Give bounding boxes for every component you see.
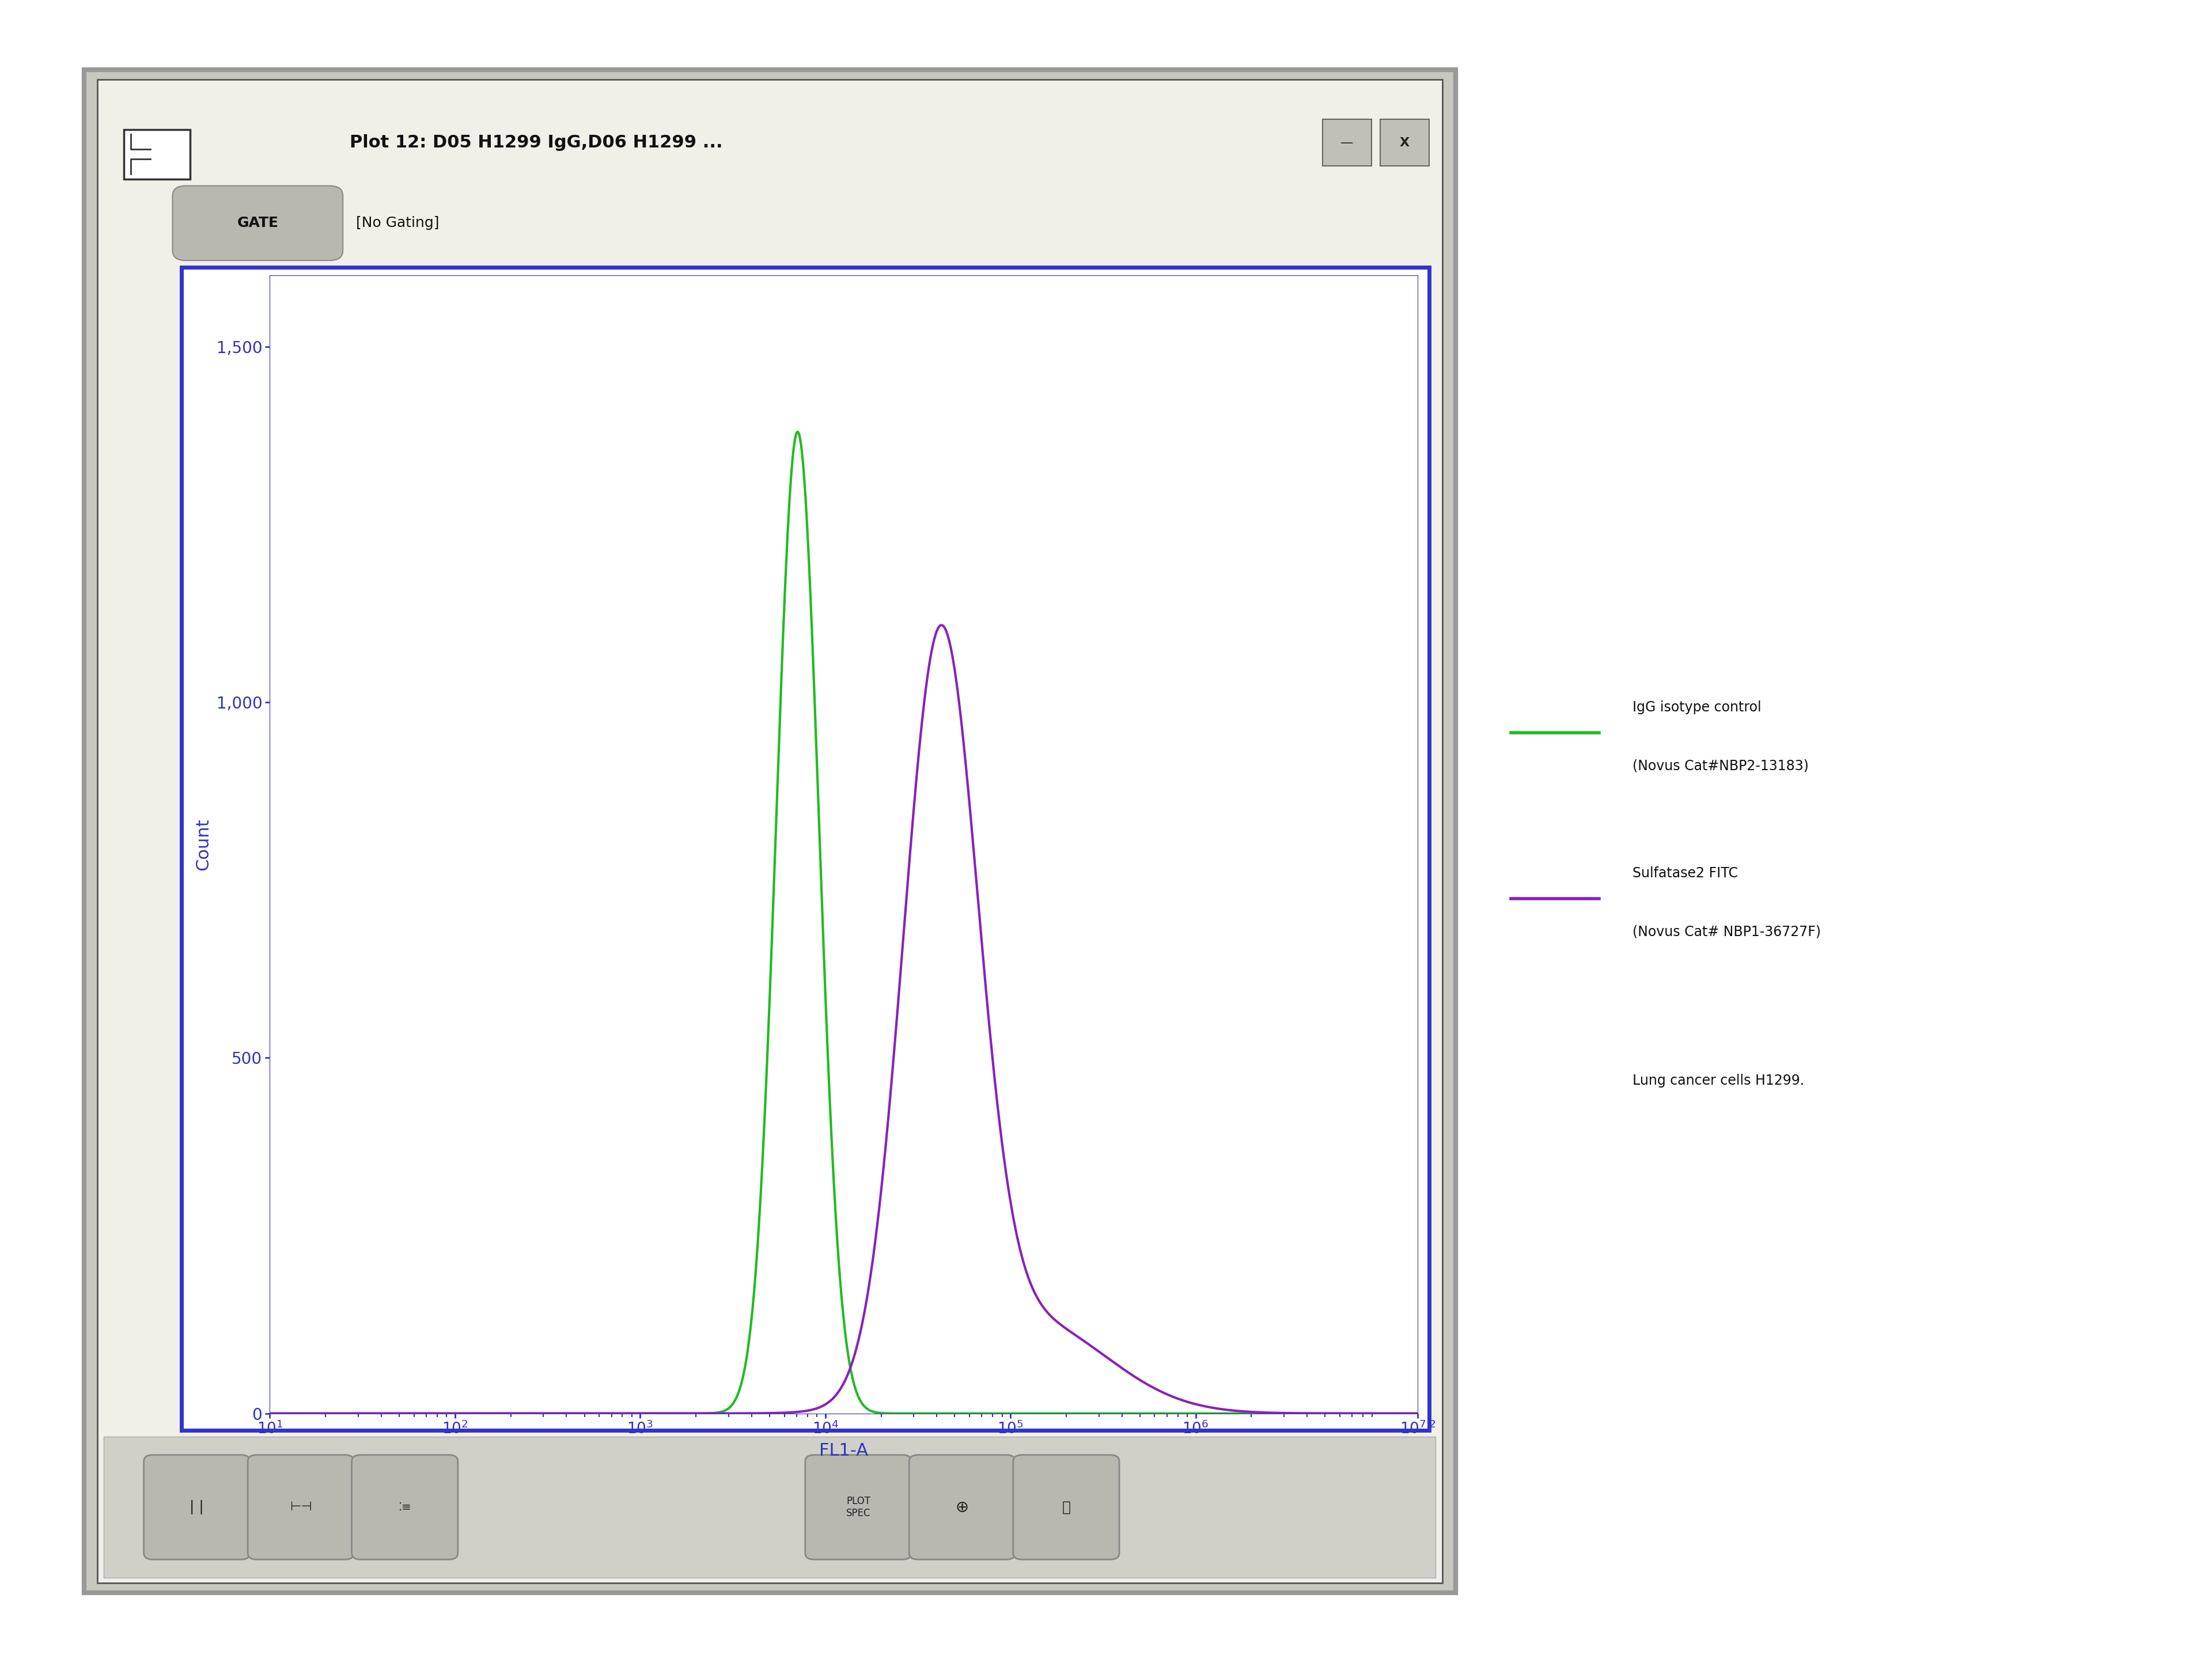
FancyBboxPatch shape xyxy=(144,1455,250,1559)
Text: Plot 12: D05 H1299 IgG,D06 H1299 ...: Plot 12: D05 H1299 IgG,D06 H1299 ... xyxy=(349,134,723,151)
Text: X: X xyxy=(1400,138,1409,148)
Bar xyxy=(84,70,1455,1593)
Text: ⊢⊣: ⊢⊣ xyxy=(290,1501,312,1513)
FancyBboxPatch shape xyxy=(909,1455,1015,1559)
Text: ⁚≡: ⁚≡ xyxy=(398,1501,411,1513)
FancyBboxPatch shape xyxy=(248,1455,354,1559)
Text: Sulfatase2 FITC: Sulfatase2 FITC xyxy=(1632,866,1739,881)
Text: ⊕: ⊕ xyxy=(956,1500,969,1515)
Bar xyxy=(1380,119,1429,166)
X-axis label: FL1-A: FL1-A xyxy=(818,1442,869,1458)
Text: —: — xyxy=(1340,138,1354,148)
FancyBboxPatch shape xyxy=(1013,1455,1119,1559)
Text: (Novus Cat# NBP1-36727F): (Novus Cat# NBP1-36727F) xyxy=(1632,924,1820,939)
Text: GATE: GATE xyxy=(237,216,279,231)
Bar xyxy=(104,1437,1436,1578)
FancyBboxPatch shape xyxy=(352,1455,458,1559)
Text: Lung cancer cells H1299.: Lung cancer cells H1299. xyxy=(1632,1073,1805,1088)
Text: ⛶: ⛶ xyxy=(1062,1500,1071,1515)
FancyBboxPatch shape xyxy=(173,186,343,260)
Bar xyxy=(181,267,1429,1430)
Bar xyxy=(124,129,190,179)
FancyBboxPatch shape xyxy=(805,1455,911,1559)
Text: (Novus Cat#NBP2-13183): (Novus Cat#NBP2-13183) xyxy=(1632,758,1809,773)
Text: PLOT
SPEC: PLOT SPEC xyxy=(845,1496,872,1518)
Bar xyxy=(1323,119,1371,166)
Text: | |: | | xyxy=(190,1500,204,1515)
Bar xyxy=(97,80,1442,1583)
Y-axis label: Count: Count xyxy=(195,818,212,871)
Text: [No Gating]: [No Gating] xyxy=(356,216,440,231)
Text: IgG isotype control: IgG isotype control xyxy=(1632,700,1761,715)
